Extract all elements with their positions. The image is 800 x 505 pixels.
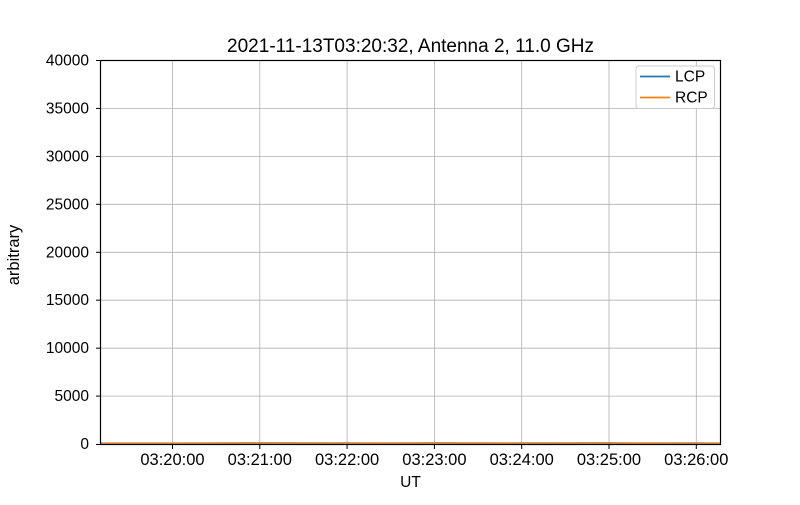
svg-text:03:25:00: 03:25:00	[577, 451, 641, 469]
svg-text:20000: 20000	[46, 244, 89, 261]
svg-text:03:24:00: 03:24:00	[490, 451, 554, 469]
svg-text:03:26:00: 03:26:00	[664, 451, 728, 469]
svg-text:10000: 10000	[46, 340, 89, 357]
svg-text:RCP: RCP	[675, 90, 708, 107]
svg-text:03:22:00: 03:22:00	[315, 451, 379, 469]
svg-text:2021-11-13T03:20:32, Antenna 2: 2021-11-13T03:20:32, Antenna 2, 11.0 GHz	[227, 36, 594, 57]
svg-text:03:23:00: 03:23:00	[402, 451, 466, 469]
svg-text:25000: 25000	[46, 196, 89, 213]
svg-text:UT: UT	[400, 474, 421, 491]
svg-text:40000: 40000	[46, 53, 89, 70]
svg-text:03:21:00: 03:21:00	[228, 451, 292, 469]
svg-text:0: 0	[80, 436, 89, 453]
svg-text:5000: 5000	[55, 388, 90, 405]
svg-text:30000: 30000	[46, 148, 89, 165]
svg-text:LCP: LCP	[675, 69, 705, 86]
svg-text:35000: 35000	[46, 100, 89, 117]
svg-text:arbitrary: arbitrary	[5, 224, 23, 285]
svg-text:03:20:00: 03:20:00	[140, 451, 204, 469]
svg-text:15000: 15000	[46, 292, 89, 309]
